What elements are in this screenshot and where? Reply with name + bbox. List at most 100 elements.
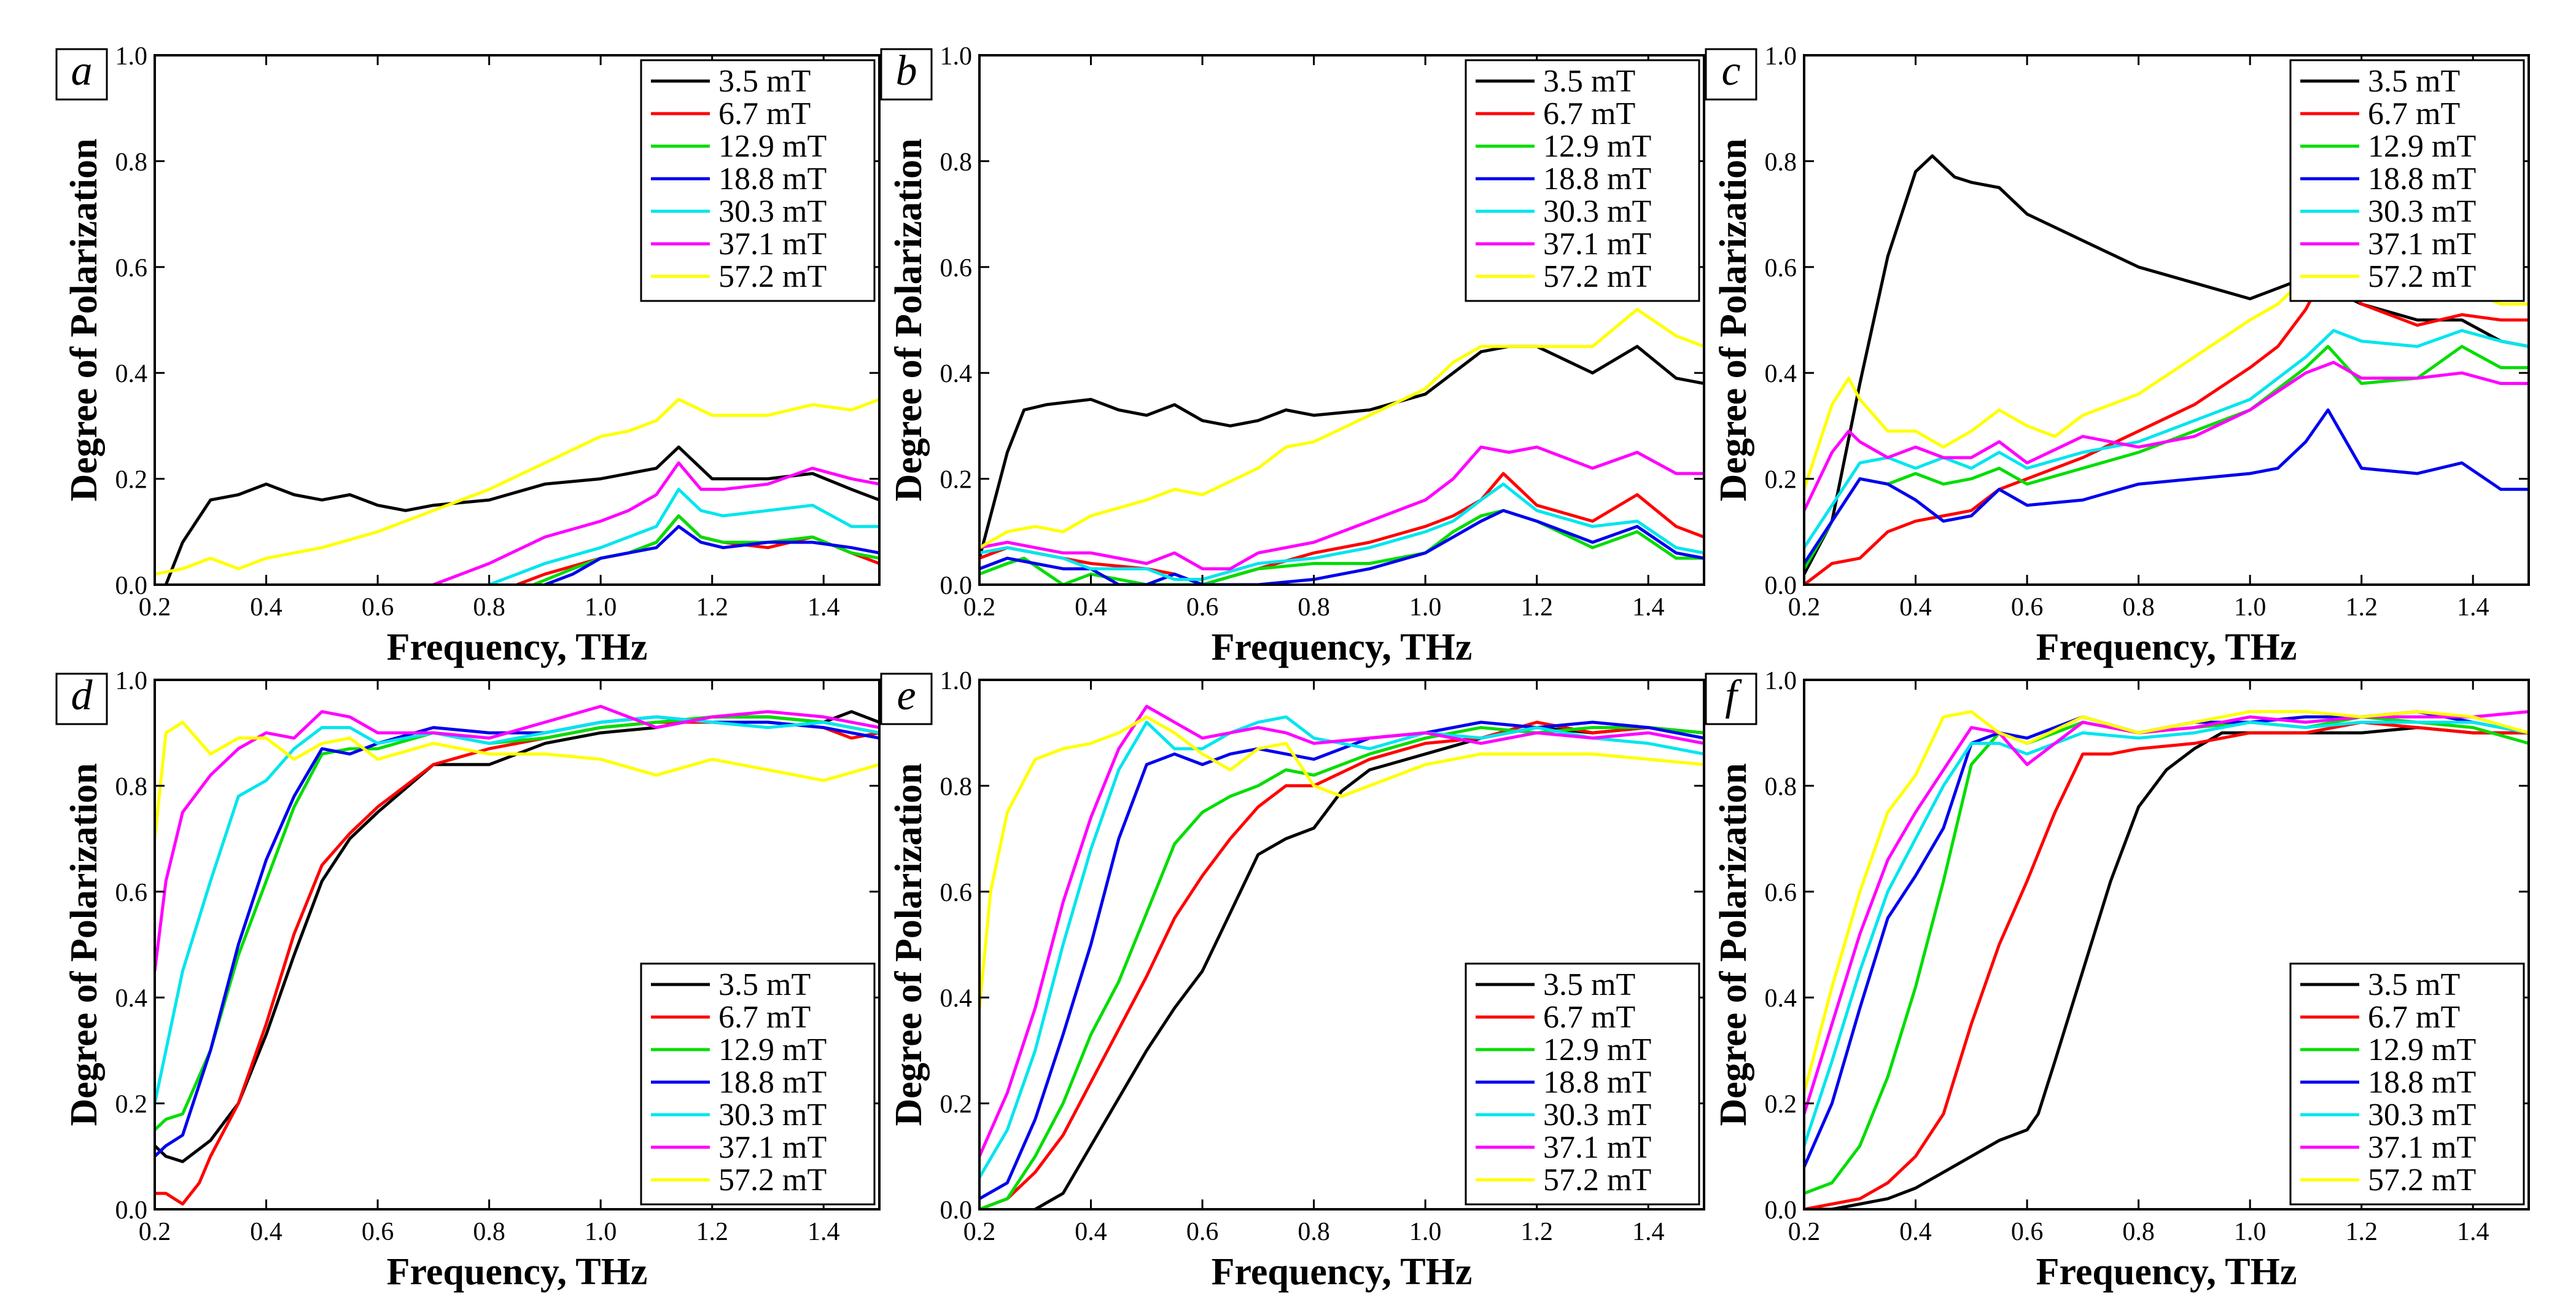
panel-d: 0.2 0.4 0.6 0.8 1.0 1.2 1.40.00.20.40.60.81.0F… <box>55 667 881 1293</box>
y-tick-label: 0.6 <box>940 879 973 907</box>
legend-label: 3.5 mT <box>1543 64 1635 99</box>
x-tick-label: 1.2 <box>2345 1218 2378 1246</box>
x-tick-label: 0.6 <box>1186 1218 1219 1246</box>
legend-label: 37.1 mT <box>2368 227 2476 262</box>
x-tick-label: 0.6 <box>1186 593 1219 622</box>
y-tick-label: 0.8 <box>1765 773 1797 801</box>
legend-label: 30.3 mT <box>718 1098 827 1133</box>
y-tick-label: 0.4 <box>115 984 148 1013</box>
legend-label: 12.9 mT <box>1543 1032 1651 1067</box>
legend-label: 3.5 mT <box>1543 967 1635 1002</box>
series-line-18-8-mT <box>979 720 1704 1200</box>
series-line-37-1-mT <box>979 704 1704 1157</box>
series-group <box>155 704 879 1206</box>
legend-label: 6.7 mT <box>2368 1000 2460 1035</box>
y-tick-label: 1.0 <box>940 667 973 695</box>
x-tick-label: 1.0 <box>2234 1218 2267 1246</box>
legend-label: 12.9 mT <box>2368 129 2476 164</box>
legend-label: 6.7 mT <box>1543 96 1635 131</box>
legend-label: 57.2 mT <box>1543 1163 1651 1198</box>
y-tick-label: 0.8 <box>115 148 148 176</box>
legend-label: 37.1 mT <box>718 1130 827 1165</box>
y-axis-label: Degree of Polarization <box>888 138 930 501</box>
series-line-30-3-mT <box>979 482 1704 581</box>
x-tick-label: 0.4 <box>1899 1218 1932 1246</box>
legend-label: 30.3 mT <box>1543 1098 1651 1133</box>
y-tick-label: 0.2 <box>940 1091 973 1119</box>
y-tick-label: 0.6 <box>1765 254 1797 283</box>
panel-a: 0.2 0.4 0.6 0.8 1.0 1.2 1.40.00.20.40.60.81.0F… <box>55 42 881 668</box>
y-tick-label: 0.4 <box>1765 360 1797 388</box>
y-tick-label: 0.2 <box>1765 1091 1797 1119</box>
x-tick-label: 0.2 <box>139 1218 171 1246</box>
legend-box <box>1465 962 1700 1206</box>
y-tick-label: 1.0 <box>115 667 148 695</box>
series-line-57-2-mT <box>1804 710 2529 1094</box>
x-tick-label: 1.0 <box>1409 593 1442 622</box>
y-tick-label: 0.8 <box>1765 148 1797 176</box>
series-line-57-2-mT <box>155 397 879 576</box>
x-tick-label: 1.4 <box>1632 593 1665 622</box>
x-axis-label: Frequency, THz <box>387 1251 648 1293</box>
series-line-57-2-mT <box>155 720 879 839</box>
plot-frame <box>1803 54 2530 586</box>
y-tick-label: 0.0 <box>1765 572 1797 600</box>
panel-letter-box <box>880 48 933 101</box>
series-line-18-8-mT <box>1804 408 2529 564</box>
legend-label: 30.3 mT <box>718 194 827 229</box>
legend-label: 18.8 mT <box>1543 162 1651 197</box>
y-tick-label: 0.8 <box>115 773 148 801</box>
legend-label: 6.7 mT <box>1543 1000 1635 1035</box>
legend-label: 37.1 mT <box>718 227 827 262</box>
x-tick-label: 1.4 <box>2457 1218 2489 1246</box>
x-axis-label: Frequency, THz <box>387 626 648 668</box>
x-tick-label: 0.4 <box>250 593 282 622</box>
x-tick-label: 0.4 <box>1899 593 1932 622</box>
y-tick-label: 1.0 <box>1765 42 1797 71</box>
series-line-12-9-mT <box>979 509 1704 585</box>
series-line-3-5-mT <box>1804 154 2529 575</box>
y-tick-label: 0.4 <box>940 984 973 1013</box>
series-line-3-5-mT <box>979 345 1704 559</box>
x-tick-label: 1.0 <box>2234 593 2267 622</box>
legend-label: 12.9 mT <box>1543 129 1651 164</box>
panel-letter: b <box>896 47 917 95</box>
legend-label: 3.5 mT <box>718 967 811 1002</box>
series-group <box>979 308 1704 585</box>
y-axis-label: Degree of Polarization <box>1713 763 1754 1126</box>
y-tick-label: 0.4 <box>1765 984 1797 1013</box>
x-tick-label: 0.2 <box>1788 593 1821 622</box>
x-tick-label: 1.2 <box>696 1218 728 1246</box>
x-tick-label: 1.0 <box>585 1218 617 1246</box>
legend-label: 37.1 mT <box>1543 1130 1651 1165</box>
x-tick-label: 0.8 <box>1298 593 1330 622</box>
x-axis-label: Frequency, THz <box>2036 1251 2297 1293</box>
y-tick-label: 0.8 <box>940 148 973 176</box>
y-tick-label: 0.0 <box>1765 1196 1797 1225</box>
panel-letter-box <box>55 673 108 725</box>
plot-frame <box>154 679 881 1211</box>
y-tick-label: 1.0 <box>940 42 973 71</box>
y-axis-label: Degree of Polarization <box>63 138 105 501</box>
panel-letter: e <box>897 672 916 719</box>
legend-label: 30.3 mT <box>2368 194 2476 229</box>
legend-box <box>640 962 876 1206</box>
legend-box <box>1465 59 1700 302</box>
x-tick-label: 0.6 <box>362 1218 394 1246</box>
plot-frame <box>154 54 881 586</box>
x-tick-label: 1.2 <box>1520 593 1553 622</box>
y-tick-label: 0.2 <box>940 466 973 494</box>
x-tick-label: 0.6 <box>362 593 394 622</box>
legend-label: 6.7 mT <box>2368 96 2460 131</box>
legend-label: 30.3 mT <box>1543 194 1651 229</box>
series-line-37-1-mT <box>432 461 879 585</box>
series-group <box>1804 710 2529 1209</box>
legend-box <box>2289 59 2525 302</box>
series-line-3-5-mT <box>1804 726 2529 1209</box>
x-tick-label: 0.6 <box>2011 1218 2044 1246</box>
series-line-37-1-mT <box>155 704 879 972</box>
series-line-12-9-mT <box>1804 345 2529 570</box>
